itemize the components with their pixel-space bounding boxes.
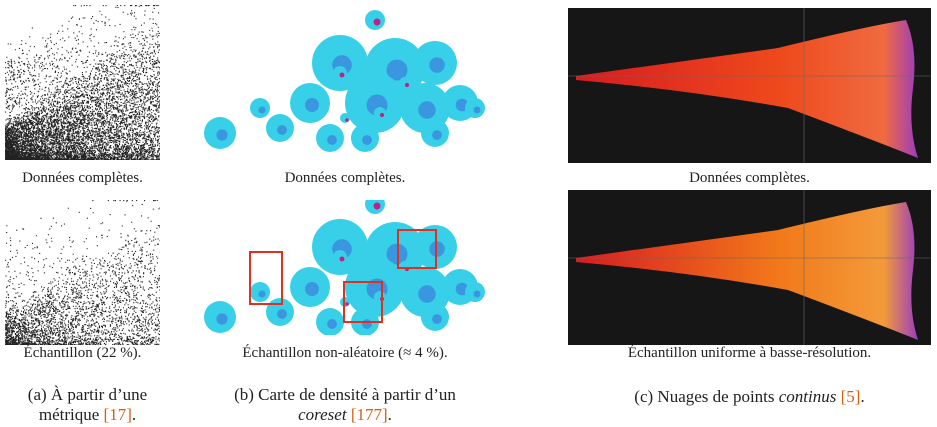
density-core xyxy=(327,319,337,329)
density-map xyxy=(204,200,485,335)
citation[interactable]: [5] xyxy=(840,387,861,406)
caption: Données complètes. xyxy=(689,170,810,186)
subcaption: (b) Carte de densité à partir d’un corese… xyxy=(190,385,500,425)
subcaption-emph: coreset xyxy=(298,405,347,424)
points xyxy=(5,5,160,160)
density-core xyxy=(327,135,337,145)
density-core xyxy=(429,57,445,73)
caption: Échantillon (22 %). xyxy=(23,345,142,361)
subcaption-text: (b) Carte de densité à partir d’un xyxy=(234,385,456,404)
density-core xyxy=(473,290,481,298)
density-core xyxy=(418,101,436,119)
density-blob xyxy=(333,250,347,264)
density-blob xyxy=(374,291,386,303)
points xyxy=(5,200,160,345)
caption: Échantillon uniforme à basse-résolution. xyxy=(627,345,872,361)
density-core xyxy=(362,135,372,145)
caption: Données complètes. xyxy=(284,170,406,186)
highlight-box xyxy=(397,229,437,269)
render-image xyxy=(568,8,931,163)
caption: Données complètes. xyxy=(22,170,143,186)
density-core xyxy=(473,106,481,114)
density-blob xyxy=(333,66,347,80)
density-core xyxy=(339,72,345,78)
citation[interactable]: [177] xyxy=(350,405,388,424)
density-core xyxy=(345,302,349,306)
density-core xyxy=(258,106,266,114)
density-core xyxy=(216,313,228,325)
density-core xyxy=(379,112,385,118)
scatter-image xyxy=(5,5,160,160)
density-core xyxy=(305,282,319,296)
highlight-box xyxy=(343,281,383,323)
density-blob xyxy=(340,113,350,123)
density-core xyxy=(216,129,228,141)
highlight-box xyxy=(249,251,283,305)
density-core xyxy=(432,314,442,324)
density-core xyxy=(373,18,381,26)
subcaption-text: (c) Nuages de points xyxy=(634,387,775,406)
density-blob xyxy=(399,77,411,89)
density-core xyxy=(305,98,319,112)
subcaption: (c) Nuages de points continus [5]. xyxy=(568,387,931,407)
subcaption: (a) À partir d’une métrique [17]. xyxy=(0,385,175,425)
density-core xyxy=(339,256,345,262)
density-core xyxy=(277,309,287,319)
density-core xyxy=(418,285,436,303)
density-core xyxy=(373,202,381,210)
citation[interactable]: [17] xyxy=(103,405,132,424)
density-core xyxy=(258,290,266,298)
density-core xyxy=(404,82,410,88)
density-core xyxy=(277,125,287,135)
scatter-image xyxy=(5,200,160,345)
subcaption-text: . xyxy=(387,405,392,424)
density-map xyxy=(204,10,485,152)
caption: Échantillon non-aléatoire (≈ 4 %). xyxy=(242,345,448,361)
density-core xyxy=(362,319,372,329)
density-blob xyxy=(374,107,386,119)
density-core xyxy=(386,59,408,81)
subcaption-text: . xyxy=(131,405,137,424)
subcaption-text: (a) À partir d’une métrique xyxy=(27,385,148,424)
point-cloud xyxy=(576,202,918,340)
density-core xyxy=(345,118,349,122)
render-image xyxy=(568,190,931,345)
subcaption-text: . xyxy=(860,387,865,406)
density-core xyxy=(432,130,442,140)
subcaption-emph: continus xyxy=(778,387,837,406)
point-cloud xyxy=(576,20,918,158)
